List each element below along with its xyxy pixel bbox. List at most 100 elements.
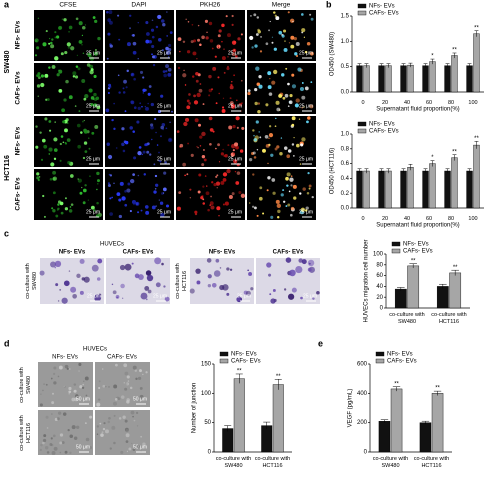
cell [169,121,171,123]
cell [64,141,67,144]
label: 60 [425,215,433,222]
cell [141,153,144,156]
cell [299,86,305,92]
cell [235,116,240,121]
cell [255,120,259,124]
cell [98,380,101,383]
cell [222,148,225,151]
cell [64,197,67,200]
cell [118,417,122,420]
cell [155,25,159,29]
bar [436,286,449,309]
cell [160,135,162,138]
cell [96,171,100,176]
cell [229,50,231,52]
cell [284,40,286,42]
cell [248,271,253,276]
scale-bar-label: 25 μm [157,50,171,56]
cell [226,292,230,296]
cell [225,15,228,18]
cell [305,209,308,212]
cell [62,120,66,124]
cell [290,18,295,23]
cell [59,441,63,445]
cell [122,149,126,153]
cell [251,46,254,49]
label-box: 80 [448,216,454,222]
cell [137,174,140,177]
cell [151,53,153,56]
label-box: co-culture with SW480 [25,263,38,298]
row-label: NFs- EVs [15,126,22,155]
cell [203,158,207,162]
cell [60,211,64,215]
cell [167,47,172,52]
scale-bar-label: 25 μm [299,103,313,109]
cell [236,171,241,175]
cell [161,49,164,52]
cell [216,174,219,177]
cell [160,212,165,218]
cell [249,202,251,204]
column-header: Merge [272,2,291,9]
cell [130,72,135,77]
cell [237,37,241,41]
cell [211,181,214,184]
cell [141,105,143,108]
cell [121,142,125,147]
cell [78,21,83,26]
error-bar [263,421,271,430]
cell [199,43,202,47]
cell [107,32,111,36]
cell [227,56,229,58]
cell [207,274,212,279]
cell [70,46,75,51]
bar [422,65,429,93]
cell [217,46,220,49]
cell [123,382,125,384]
panel-label: a [4,0,10,9]
cell [301,107,303,109]
cell [54,56,59,61]
cell [43,434,47,437]
cell [132,41,137,46]
cell [68,392,71,395]
cell [35,125,38,128]
cell [103,422,106,425]
legend-label: CAFs- EVs [369,129,399,135]
cell [308,184,312,188]
cell [66,367,69,370]
cell [82,383,85,386]
label-group: co-culture with HCT116 [414,456,449,469]
error-bar [430,160,435,167]
y-tick-label: 0.4 [341,176,350,182]
row-label: NFs- EVs [15,20,22,49]
x-axis-label: Supernatant fluid proportion(%) [376,107,459,113]
cell [83,130,88,134]
cell [210,205,215,210]
cell [286,172,291,177]
cell [291,73,295,77]
cell [133,419,136,422]
cell [287,203,291,207]
cell [88,445,92,450]
legend-swatch [375,351,385,357]
cell [219,267,222,269]
cell [151,138,153,141]
cell [209,128,214,132]
significance: ** [453,265,458,271]
cell [58,365,63,370]
cell [287,82,290,86]
cell [288,42,291,44]
cell [66,42,71,47]
cell [77,67,81,71]
cell [37,74,40,78]
cell [51,451,56,455]
cell [88,147,91,150]
scale-bar-label: 25 μm [86,209,100,215]
cell [78,362,82,367]
bar [378,421,391,453]
cell [139,70,144,74]
cell [192,75,195,78]
cell [130,100,135,105]
